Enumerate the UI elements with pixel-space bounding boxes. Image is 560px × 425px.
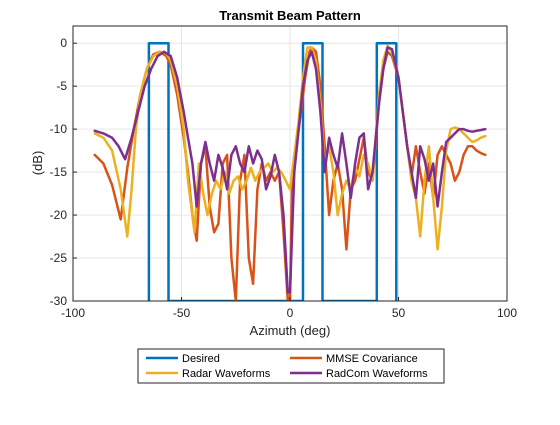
y-tick-label: -30: [50, 294, 68, 308]
legend-label-radar-waveforms: Radar Waveforms: [182, 368, 271, 380]
x-tick-label: 50: [392, 306, 406, 320]
y-tick-label: -10: [50, 122, 68, 136]
legend-label-desired: Desired: [182, 353, 220, 365]
legend-box: [137, 348, 445, 384]
x-tick-label: -100: [61, 306, 85, 320]
y-tick-label: -20: [50, 208, 68, 222]
x-tick-label: -50: [173, 306, 191, 320]
series-line-desired: [147, 41, 398, 301]
y-tick-label: 0: [60, 36, 67, 50]
y-tick-label: -15: [50, 165, 68, 179]
y-tick-label: -5: [56, 79, 67, 93]
chart-title: Transmit Beam Pattern: [219, 8, 361, 23]
x-tick-label: 100: [497, 306, 517, 320]
x-axis-ticks: -100 -50 0 50 100: [61, 297, 517, 320]
legend-label-radcom-waveforms: RadCom Waveforms: [326, 368, 428, 380]
x-axis-label: Azimuth (deg): [250, 323, 331, 338]
y-axis-label: (dB): [30, 151, 45, 176]
x-tick-label: 0: [287, 306, 294, 320]
series-line-radcom-waveforms: [93, 46, 487, 294]
y-axis-ticks: 0 -5 -10 -15 -20 -25 -30: [50, 36, 77, 308]
series-layer: [93, 41, 487, 301]
legend: Desired MMSE Covariance Radar Waveforms Rad…: [137, 348, 445, 384]
legend-label-mmse-covariance: MMSE Covariance: [326, 353, 418, 365]
y-tick-label: -25: [50, 251, 68, 265]
